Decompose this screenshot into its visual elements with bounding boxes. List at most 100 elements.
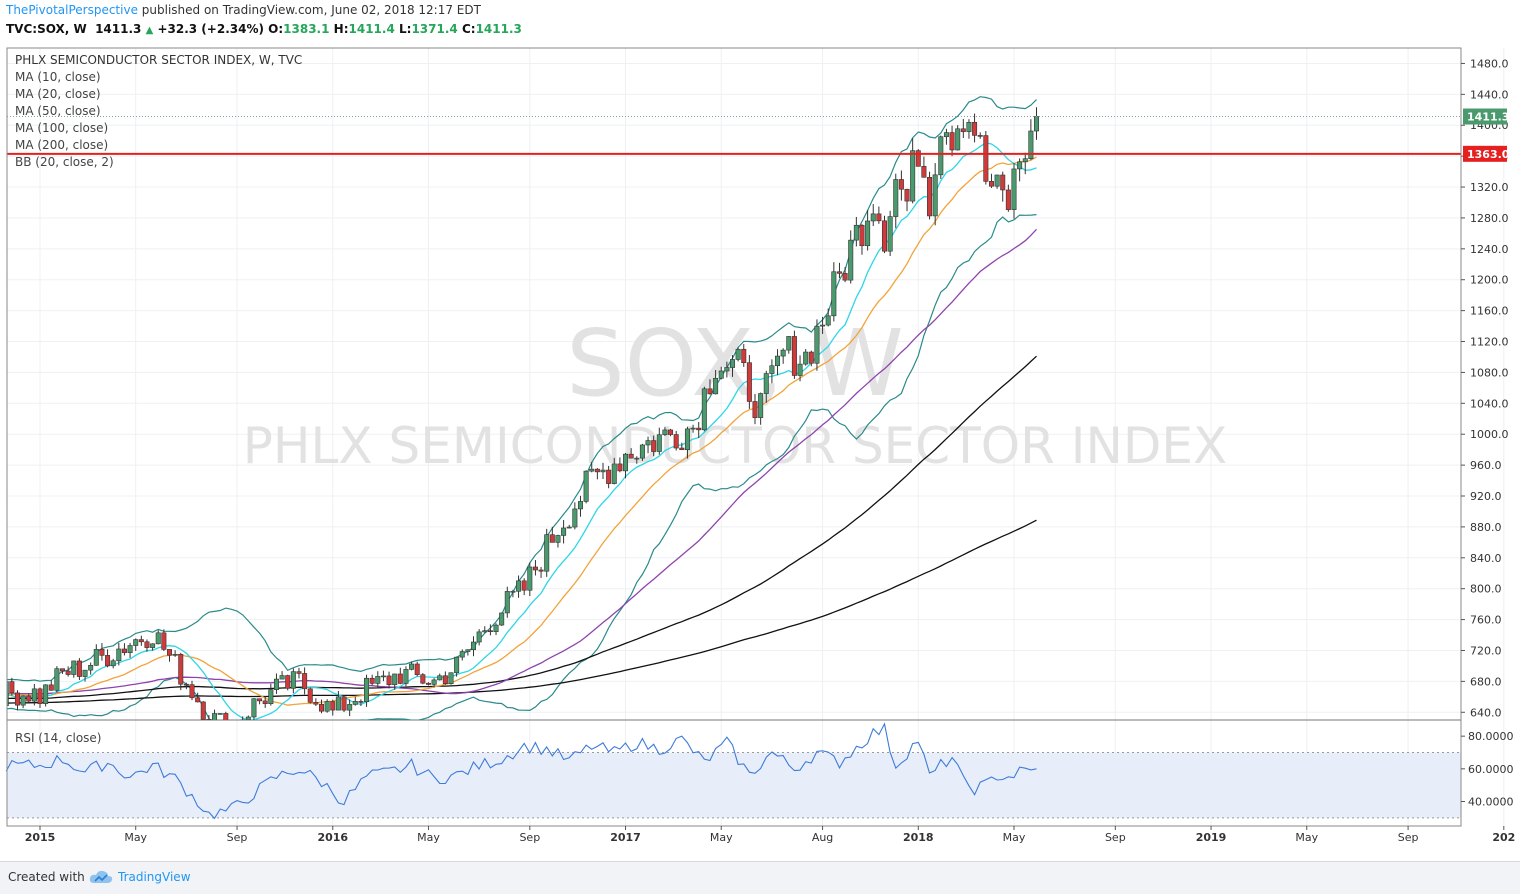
candle-body xyxy=(37,688,43,704)
candle-body xyxy=(775,355,781,367)
legend-ma10[interactable]: MA (10, close) xyxy=(15,70,101,84)
low-value: 1371.4 xyxy=(411,22,458,36)
axes: 640.0 680.0 720.0 760.0 800.0 840.0 880.0 920.0… xyxy=(6,47,1515,844)
candle-body xyxy=(577,501,583,510)
candle-body xyxy=(623,453,629,472)
candle-body xyxy=(516,580,522,592)
candle-body xyxy=(1005,189,1011,210)
time-tick-label: May xyxy=(710,831,733,844)
candle-body xyxy=(212,713,218,720)
candle-body xyxy=(347,704,353,711)
candle-body xyxy=(65,670,71,675)
candle-body xyxy=(921,166,927,178)
candle-body xyxy=(915,150,921,167)
time-tick-label: 2017 xyxy=(610,831,641,844)
price-tick-label: 880.0 xyxy=(1470,521,1502,534)
price-tick-label: 1320.0 xyxy=(1470,181,1509,194)
price-tick-label: 1200.0 xyxy=(1470,274,1509,287)
ma100-line xyxy=(7,355,1037,700)
candle-body xyxy=(7,681,9,707)
candle-body xyxy=(499,612,505,626)
price-chart[interactable]: SOX, W PHLX SEMICONDUCTOR SECTOR INDEX 6… xyxy=(0,40,1520,860)
time-tick-label: 202 xyxy=(1492,831,1515,844)
bollinger-bands xyxy=(7,96,1037,720)
candle-body xyxy=(786,336,792,351)
close-value: 1411.3 xyxy=(475,22,522,36)
open-label: O: xyxy=(268,22,284,36)
candle-body xyxy=(639,444,645,459)
candle-body xyxy=(803,351,809,365)
candle-body xyxy=(701,388,707,431)
time-tick-label: Sep xyxy=(227,831,248,844)
candle-body xyxy=(1011,168,1017,210)
candle-body xyxy=(825,315,831,326)
candle-body xyxy=(876,213,882,222)
candle-body xyxy=(240,719,246,720)
candle-body xyxy=(195,697,201,703)
bb-upper-line xyxy=(7,96,1037,682)
candle-body xyxy=(521,580,527,591)
candle-body xyxy=(31,688,37,702)
candle-body xyxy=(645,440,651,446)
candle-body xyxy=(330,701,336,711)
footer-bar: Created with TradingView xyxy=(0,861,1520,894)
legend-ma100[interactable]: MA (100, close) xyxy=(15,121,108,135)
price-tick-label: 1440.0 xyxy=(1470,88,1509,101)
candle-body xyxy=(611,463,617,484)
candle-body xyxy=(932,174,938,217)
candle-body xyxy=(93,649,99,666)
candle-body xyxy=(358,701,364,703)
candle-body xyxy=(662,429,668,436)
author-link[interactable]: ThePivotalPerspective xyxy=(6,3,138,17)
candle-body xyxy=(904,188,910,202)
candle-body xyxy=(758,393,764,418)
price-tick-label: 800.0 xyxy=(1470,583,1502,596)
moving-averages xyxy=(7,142,1037,720)
price-tick-label: 1480.0 xyxy=(1470,57,1509,70)
close-label: C: xyxy=(461,22,476,36)
candle-body xyxy=(583,470,589,502)
candle-body xyxy=(465,649,471,652)
candle-body xyxy=(831,271,837,317)
candle-body xyxy=(217,713,223,715)
rsi-title[interactable]: RSI (14, close) xyxy=(15,731,101,745)
candle-body xyxy=(656,434,662,452)
legend-bb[interactable]: BB (20, close, 2) xyxy=(15,155,114,169)
candle-body xyxy=(566,526,572,529)
candle-body xyxy=(285,675,291,689)
candle-body xyxy=(138,639,144,643)
candle-body xyxy=(842,273,848,281)
watermark-symbol: SOX, W xyxy=(566,310,903,417)
candle-body xyxy=(459,651,465,658)
rsi-band xyxy=(7,752,1461,818)
candle-body xyxy=(600,469,606,473)
candle-body xyxy=(48,684,54,691)
candle-body xyxy=(127,645,133,653)
level-marker-label: 1363.0 xyxy=(1467,148,1510,161)
legend-ma200[interactable]: MA (200, close) xyxy=(15,138,108,152)
candle-body xyxy=(898,179,904,190)
candle-body xyxy=(572,508,578,528)
candle-body xyxy=(26,695,32,702)
candle-body xyxy=(9,681,15,694)
candle-body xyxy=(296,671,302,674)
legend-ma50[interactable]: MA (50, close) xyxy=(15,104,101,118)
tradingview-cloud-icon xyxy=(89,870,113,883)
symbol-bar: TVC:SOX, W 1411.3 ▲ +32.3 (+2.34%) O:138… xyxy=(6,22,522,36)
tradingview-link[interactable]: TradingView xyxy=(118,870,191,884)
candle-body xyxy=(836,271,842,274)
candle-body xyxy=(425,682,431,685)
candle-body xyxy=(983,135,989,182)
candle-body xyxy=(262,700,268,705)
candle-body xyxy=(910,150,916,202)
symbol-label: TVC:SOX, W xyxy=(6,22,87,36)
last-price-marker xyxy=(1463,108,1507,125)
candle-body xyxy=(893,179,899,217)
price-tick-label: 760.0 xyxy=(1470,614,1502,627)
candle-body xyxy=(746,362,752,402)
candle-body xyxy=(324,701,330,712)
legend-ma20[interactable]: MA (20, close) xyxy=(15,87,101,101)
candle-body xyxy=(133,639,139,646)
candle-body xyxy=(735,348,741,360)
candle-body xyxy=(696,427,702,431)
